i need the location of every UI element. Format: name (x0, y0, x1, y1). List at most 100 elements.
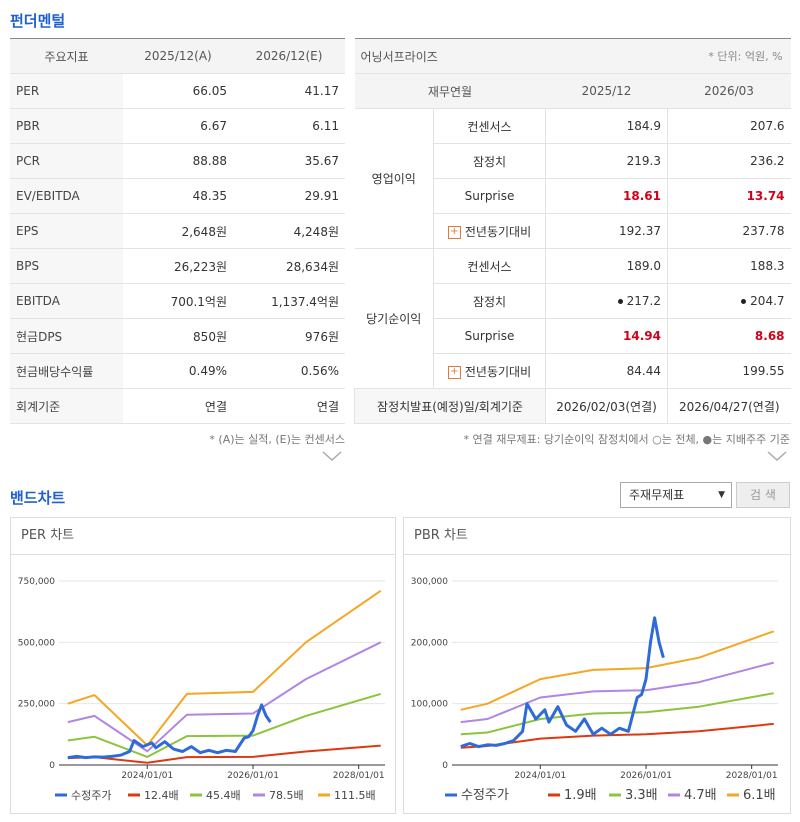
y-tick-label: 0 (442, 761, 448, 771)
row: EPS 2,648원 4,248원 (10, 213, 345, 249)
series-line (460, 616, 665, 749)
section-title: 밴드차트 (10, 489, 66, 507)
fundamentals-table: 주요지표 2025/12(A) 2026/12(E) PER 66.05 41.17 PBR… (10, 38, 345, 424)
label-cell: 잠정치 (433, 283, 546, 319)
row: 영업이익 컨센서스 184.9 207.6 (354, 108, 791, 249)
x-tick-label: 2028/01/01 (726, 771, 778, 781)
value-cell: 204.7 (666, 283, 791, 319)
series-line (67, 692, 381, 758)
value-cell: 2,648원 (123, 213, 233, 249)
footnote: * (A)는 실적, (E)는 컨센서스 (209, 433, 345, 446)
value-cell: 26,223원 (123, 248, 233, 284)
row: 현금DPS 850원 976원 (10, 318, 345, 354)
value-cell: 48.35 (123, 178, 233, 214)
y-tick-label: 500,000 (18, 638, 55, 648)
legend-label: 78.5배 (269, 789, 304, 802)
label-cell: EPS (10, 213, 123, 249)
value: 236.2 (750, 154, 785, 168)
chart-panel: PER 차트 (10, 517, 396, 814)
value-cell: 14.94 (545, 318, 668, 354)
value: 219.3 (626, 154, 661, 168)
x-tick-label: 2028/01/01 (333, 771, 385, 781)
value-cell: 8.68 (666, 318, 791, 354)
value: 84.44 (626, 364, 661, 378)
footnote: * 연결 재무제표: 당기순이익 잠정치에서 ○는 전체, ●는 지배주주 기준 (463, 433, 791, 446)
row: Surprise 18.61 13.74 (355, 178, 791, 214)
footer-cell: 2026/02/03(연결) (545, 388, 668, 424)
header-cell: 2026/12(E) (233, 38, 345, 74)
label-cell: PER (10, 73, 123, 109)
row: Surprise 14.94 8.68 (355, 318, 791, 354)
label: 전년동기대비 (464, 364, 532, 379)
label-cell: 현금DPS (10, 318, 123, 354)
header-cell: 주요지표 (10, 38, 123, 74)
value-cell: 1,137.4억원 (233, 283, 345, 319)
chevron[interactable] (767, 451, 787, 462)
chart-title: PER 차트 (11, 518, 395, 555)
label: Surprise (464, 189, 515, 203)
y-tick-label: 300,000 (411, 577, 448, 587)
label: Surprise (464, 329, 515, 343)
value-cell: 217.2 (545, 283, 668, 319)
value: 217.2 (626, 294, 661, 308)
icon[interactable]: + (447, 365, 461, 379)
header-cell: 2025/12(A) (123, 38, 233, 74)
label-cell: EBITDA (10, 283, 123, 319)
value-cell: 0.56% (233, 353, 345, 389)
marker (617, 299, 623, 304)
value-cell: 184.9 (545, 108, 668, 144)
value-cell: 188.3 (666, 248, 791, 284)
legend-label: 1.9배 (564, 788, 597, 803)
label-cell: 컨센서스 (433, 108, 546, 144)
value: 189.0 (626, 259, 661, 273)
series-line (460, 661, 774, 724)
legend-label: 수정주가 (71, 789, 111, 802)
value-cell: 35.67 (233, 143, 345, 179)
icon[interactable]: + (447, 225, 461, 239)
series-line (460, 692, 774, 736)
label-cell: Surprise (433, 318, 546, 354)
y-tick-label: 0 (49, 761, 55, 771)
legend-label: 111.5배 (334, 789, 376, 802)
value-cell: 700.1억원 (123, 283, 233, 319)
chevron[interactable] (322, 451, 342, 462)
label-cell: EV/EBITDA (10, 178, 123, 214)
row: EV/EBITDA 48.35 29.91 (10, 178, 345, 214)
series-line (460, 630, 775, 711)
value-cell: 88.88 (123, 143, 233, 179)
header-cell: 재무연월 (354, 73, 546, 109)
chart-panel: PBR 차트 (403, 517, 791, 814)
search-button[interactable]: 검 색 (736, 482, 790, 508)
y-tick-label: 100,000 (411, 700, 448, 710)
label-cell: 현금배당수익률 (10, 353, 123, 389)
row: 회계기준 연결 연결 (10, 388, 345, 424)
row: + 전년동기대비 192.37 237.78 (355, 213, 791, 249)
y-tick-label: 250,000 (18, 700, 55, 710)
series-line (67, 744, 381, 764)
header-cell: 2026/03 (667, 73, 791, 109)
row: + 전년동기대비 84.44 199.55 (355, 353, 791, 389)
legend-label: 45.4배 (206, 789, 241, 802)
label: 컨센서스 (467, 119, 512, 134)
label-cell: BPS (10, 248, 123, 284)
series-line (67, 703, 272, 760)
header-row: 재무연월 2025/12 2026/03 (354, 73, 791, 109)
legend-label: 6.1배 (743, 788, 776, 803)
group-cell: 영업이익 (354, 108, 434, 249)
title-cell: 어닝서프라이즈 * 단위: 억원, % (354, 38, 791, 74)
chevrons (322, 451, 787, 462)
legend-label: 3.3배 (625, 788, 658, 803)
value: 204.7 (750, 294, 785, 308)
select[interactable]: 주재무제표 ▼ (620, 482, 732, 508)
row: 잠정치 217.2 204.7 (355, 283, 791, 319)
group-cell: 당기순이익 (354, 248, 434, 389)
value: 237.78 (742, 224, 785, 238)
value: 13.74 (746, 189, 785, 203)
value-cell: 4,248원 (233, 213, 345, 249)
value-cell: 219.3 (545, 143, 668, 179)
value: 184.9 (626, 119, 661, 133)
value: 192.37 (619, 224, 661, 238)
section-title: 펀더멘털 (10, 12, 66, 30)
marker (741, 299, 747, 304)
